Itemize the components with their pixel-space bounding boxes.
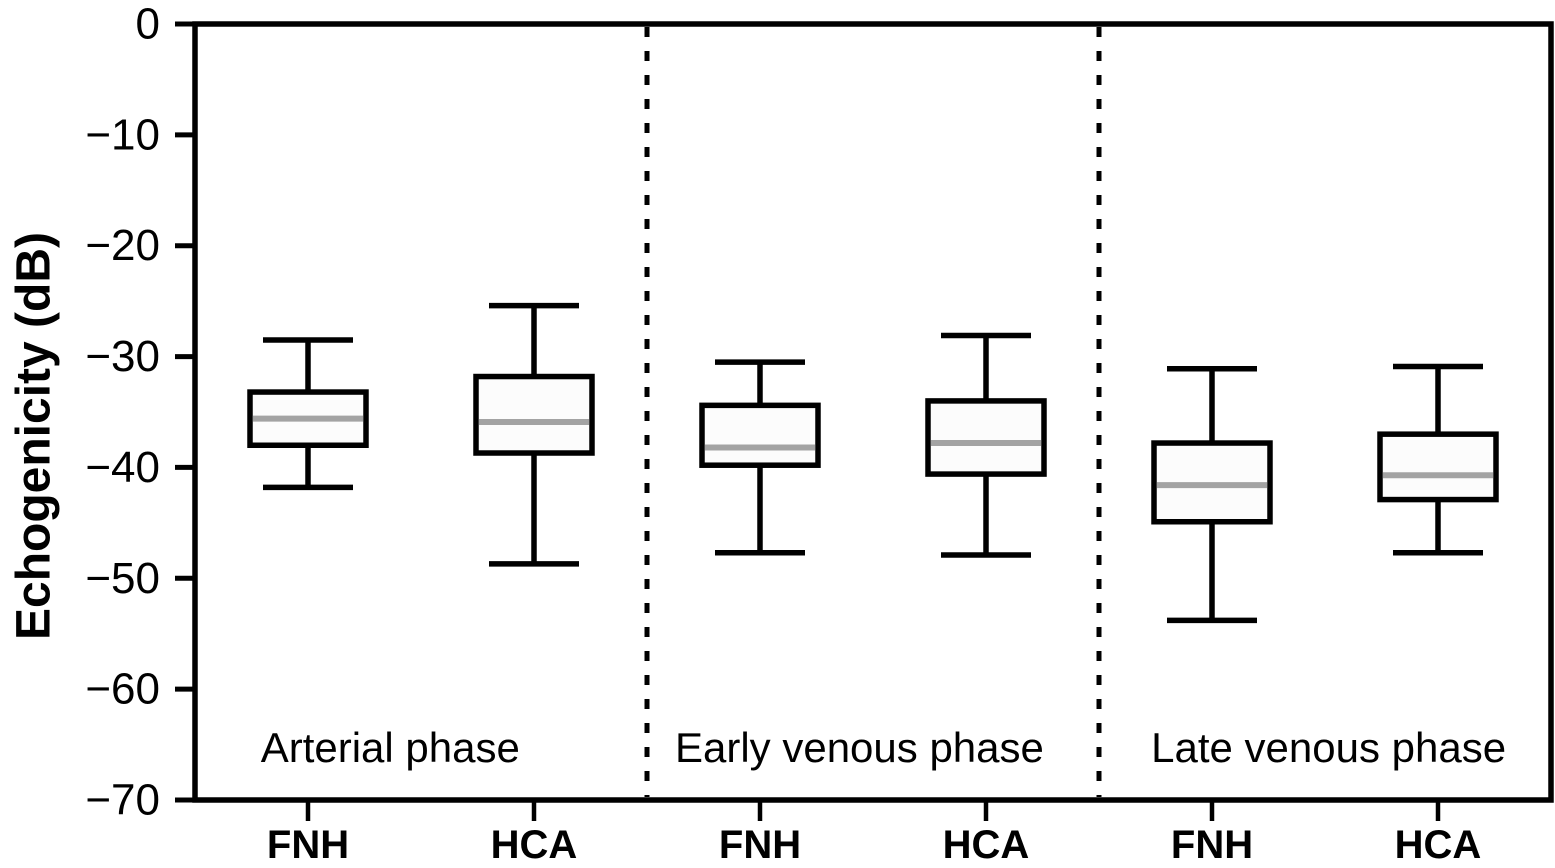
y-axis-title: Echogenicity (dB) — [8, 232, 61, 640]
x-axis-label-fnh-arterial-phase: FNH — [267, 823, 349, 867]
y-axis-tick-label: −10 — [85, 110, 160, 159]
phase-label-arterial-phase: Arterial phase — [261, 724, 520, 771]
x-axis-label-fnh-late-venous-phase: FNH — [1171, 823, 1253, 867]
iqr-box-hca-arterial-phase — [473, 373, 595, 456]
iqr-box-fnh-early-venous-phase — [699, 402, 821, 468]
y-axis-tick-label: −60 — [85, 665, 160, 714]
y-axis-tick-label: −50 — [85, 554, 160, 603]
x-axis-label-fnh-early-venous-phase: FNH — [719, 823, 801, 867]
y-axis-tick-label: −40 — [85, 443, 160, 492]
y-axis-tick-label: −70 — [85, 776, 160, 825]
y-axis-tick-label: 0 — [136, 0, 160, 49]
iqr-box-hca-late-venous-phase — [1377, 431, 1499, 503]
x-axis-label-hca-early-venous-phase: HCA — [943, 823, 1030, 867]
phase-label-late-venous-phase: Late venous phase — [1151, 724, 1506, 771]
plot-border — [192, 21, 1554, 803]
iqr-box-hca-early-venous-phase — [925, 398, 1047, 477]
y-axis-tick-label: −30 — [85, 332, 160, 381]
x-axis-label-hca-late-venous-phase: HCA — [1395, 823, 1482, 867]
x-axis-label-hca-arterial-phase: HCA — [491, 823, 578, 867]
y-axis-tick-label: −20 — [85, 221, 160, 270]
phase-label-early-venous-phase: Early venous phase — [675, 724, 1044, 771]
